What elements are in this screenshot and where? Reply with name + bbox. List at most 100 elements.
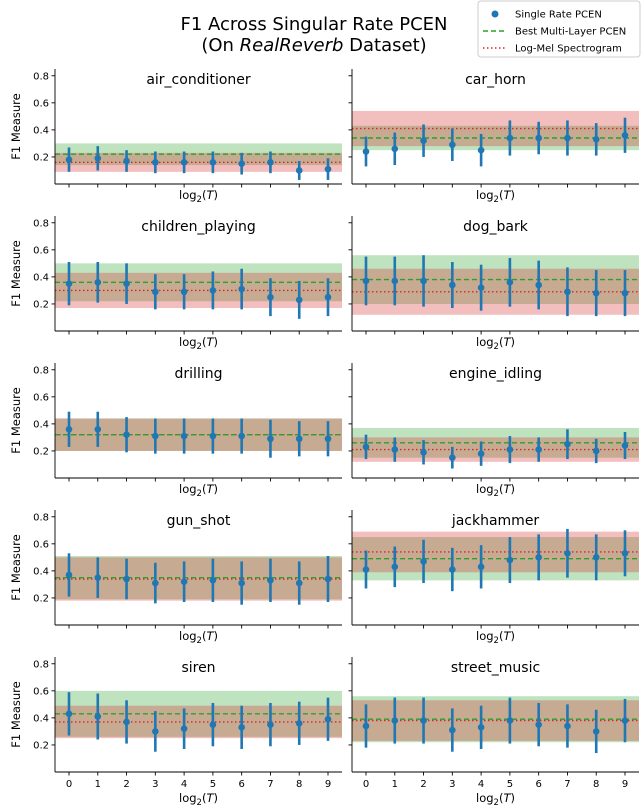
legend: Single Rate PCEN Best Multi-Layer PCEN Log… [477,0,641,58]
data-point [477,284,485,292]
x-tick-label: 1 [95,779,101,790]
x-axis-label-arg: T [503,791,511,805]
data-point [324,435,332,443]
y-tick-label: 0.8 [33,659,49,670]
panel-title: engine_idling [449,366,542,382]
x-axis-label-base: log [476,335,494,349]
data-point [621,442,629,449]
x-axis-label-base: log [179,629,197,643]
legend-frame [477,0,641,58]
data-point [295,579,303,587]
data-point [564,134,571,142]
data-point [535,554,542,561]
y-axis-label: F1 Measure [9,93,23,159]
y-tick-label: 0.4 [33,125,49,136]
data-point [123,157,130,165]
x-axis-label: log2(T) [476,482,515,499]
multi-layer-band [55,556,342,600]
x-axis-label-sub: 2 [197,195,202,205]
data-point [449,726,456,734]
data-point [362,443,370,451]
data-point [391,563,399,571]
x-tick-label: 3 [152,779,158,790]
x-axis-label-open: ( [202,335,207,349]
x-axis-label-sub: 2 [197,798,202,808]
multi-layer-band [55,263,342,302]
data-point [295,719,303,727]
y-axis-label: F1 Measure [9,387,23,453]
data-point [535,721,542,728]
data-point [621,131,629,139]
multi-layer-band [352,427,639,458]
plot-area [352,255,639,317]
x-tick-label: 2 [420,779,426,790]
x-axis-label-sub: 2 [494,489,499,499]
x-axis-label: log2(T) [179,482,218,499]
data-point [477,563,485,571]
figure-title-italic: RealReverb [240,35,344,56]
data-point [506,278,514,286]
panel-drilling: 0.2 0.4 0.6 0.8 drilling log2(T) F1 Measure [9,363,342,499]
data-point [324,165,332,173]
x-axis-label-arg: T [503,188,511,202]
data-point [152,728,159,735]
data-point [535,281,542,289]
data-point [362,277,370,285]
logmel-band [352,531,639,573]
x-axis-label-base: log [476,791,494,805]
data-point [94,713,102,720]
multi-layer-band [55,690,342,737]
logmel-band [55,418,342,451]
x-axis-label-base: log [179,791,197,805]
data-point [592,289,600,297]
y-tick-label: 0.2 [33,593,49,604]
x-axis-label-close: ) [213,482,218,496]
multi-layer-band [352,537,639,581]
figure-title-line2: (On RealReverb Dataset) [201,35,426,56]
x-tick-label: 1 [392,779,398,790]
logmel-band [352,110,639,147]
y-tick-label: 0.8 [33,512,49,523]
data-point [295,296,303,304]
x-axis-label: log2(T) [179,629,218,646]
data-point [65,571,73,579]
data-point [65,425,73,433]
data-point [94,574,102,581]
y-tick-label: 0.6 [33,539,49,550]
data-point [449,141,456,149]
data-point [477,450,485,457]
data-point [180,159,188,166]
data-point [506,717,514,724]
x-tick-label: 5 [507,779,513,790]
data-point [209,287,217,294]
data-point [267,577,274,584]
data-point [152,159,159,166]
data-point [238,285,245,293]
data-point [535,134,542,142]
x-axis-label-close: ) [213,188,218,202]
x-axis-label-sub: 2 [494,798,499,808]
data-point [420,558,427,565]
figure-title-prefix: (On [201,35,239,56]
data-point [152,432,159,440]
x-axis-label-close: ) [213,791,218,805]
data-point [180,432,188,440]
data-point [621,717,629,724]
x-tick-label: 8 [593,779,599,790]
x-tick-label: 0 [66,779,72,790]
multi-layer-band [55,418,342,451]
x-axis-label-base: log [476,188,494,202]
panel-engine_idling: engine_idling log2(T) [348,363,639,499]
data-point [94,154,102,162]
x-axis-label-close: ) [213,335,218,349]
x-tick-label: 4 [478,779,484,790]
x-axis-label: log2(T) [476,629,515,646]
x-axis-label-sub: 2 [197,636,202,646]
